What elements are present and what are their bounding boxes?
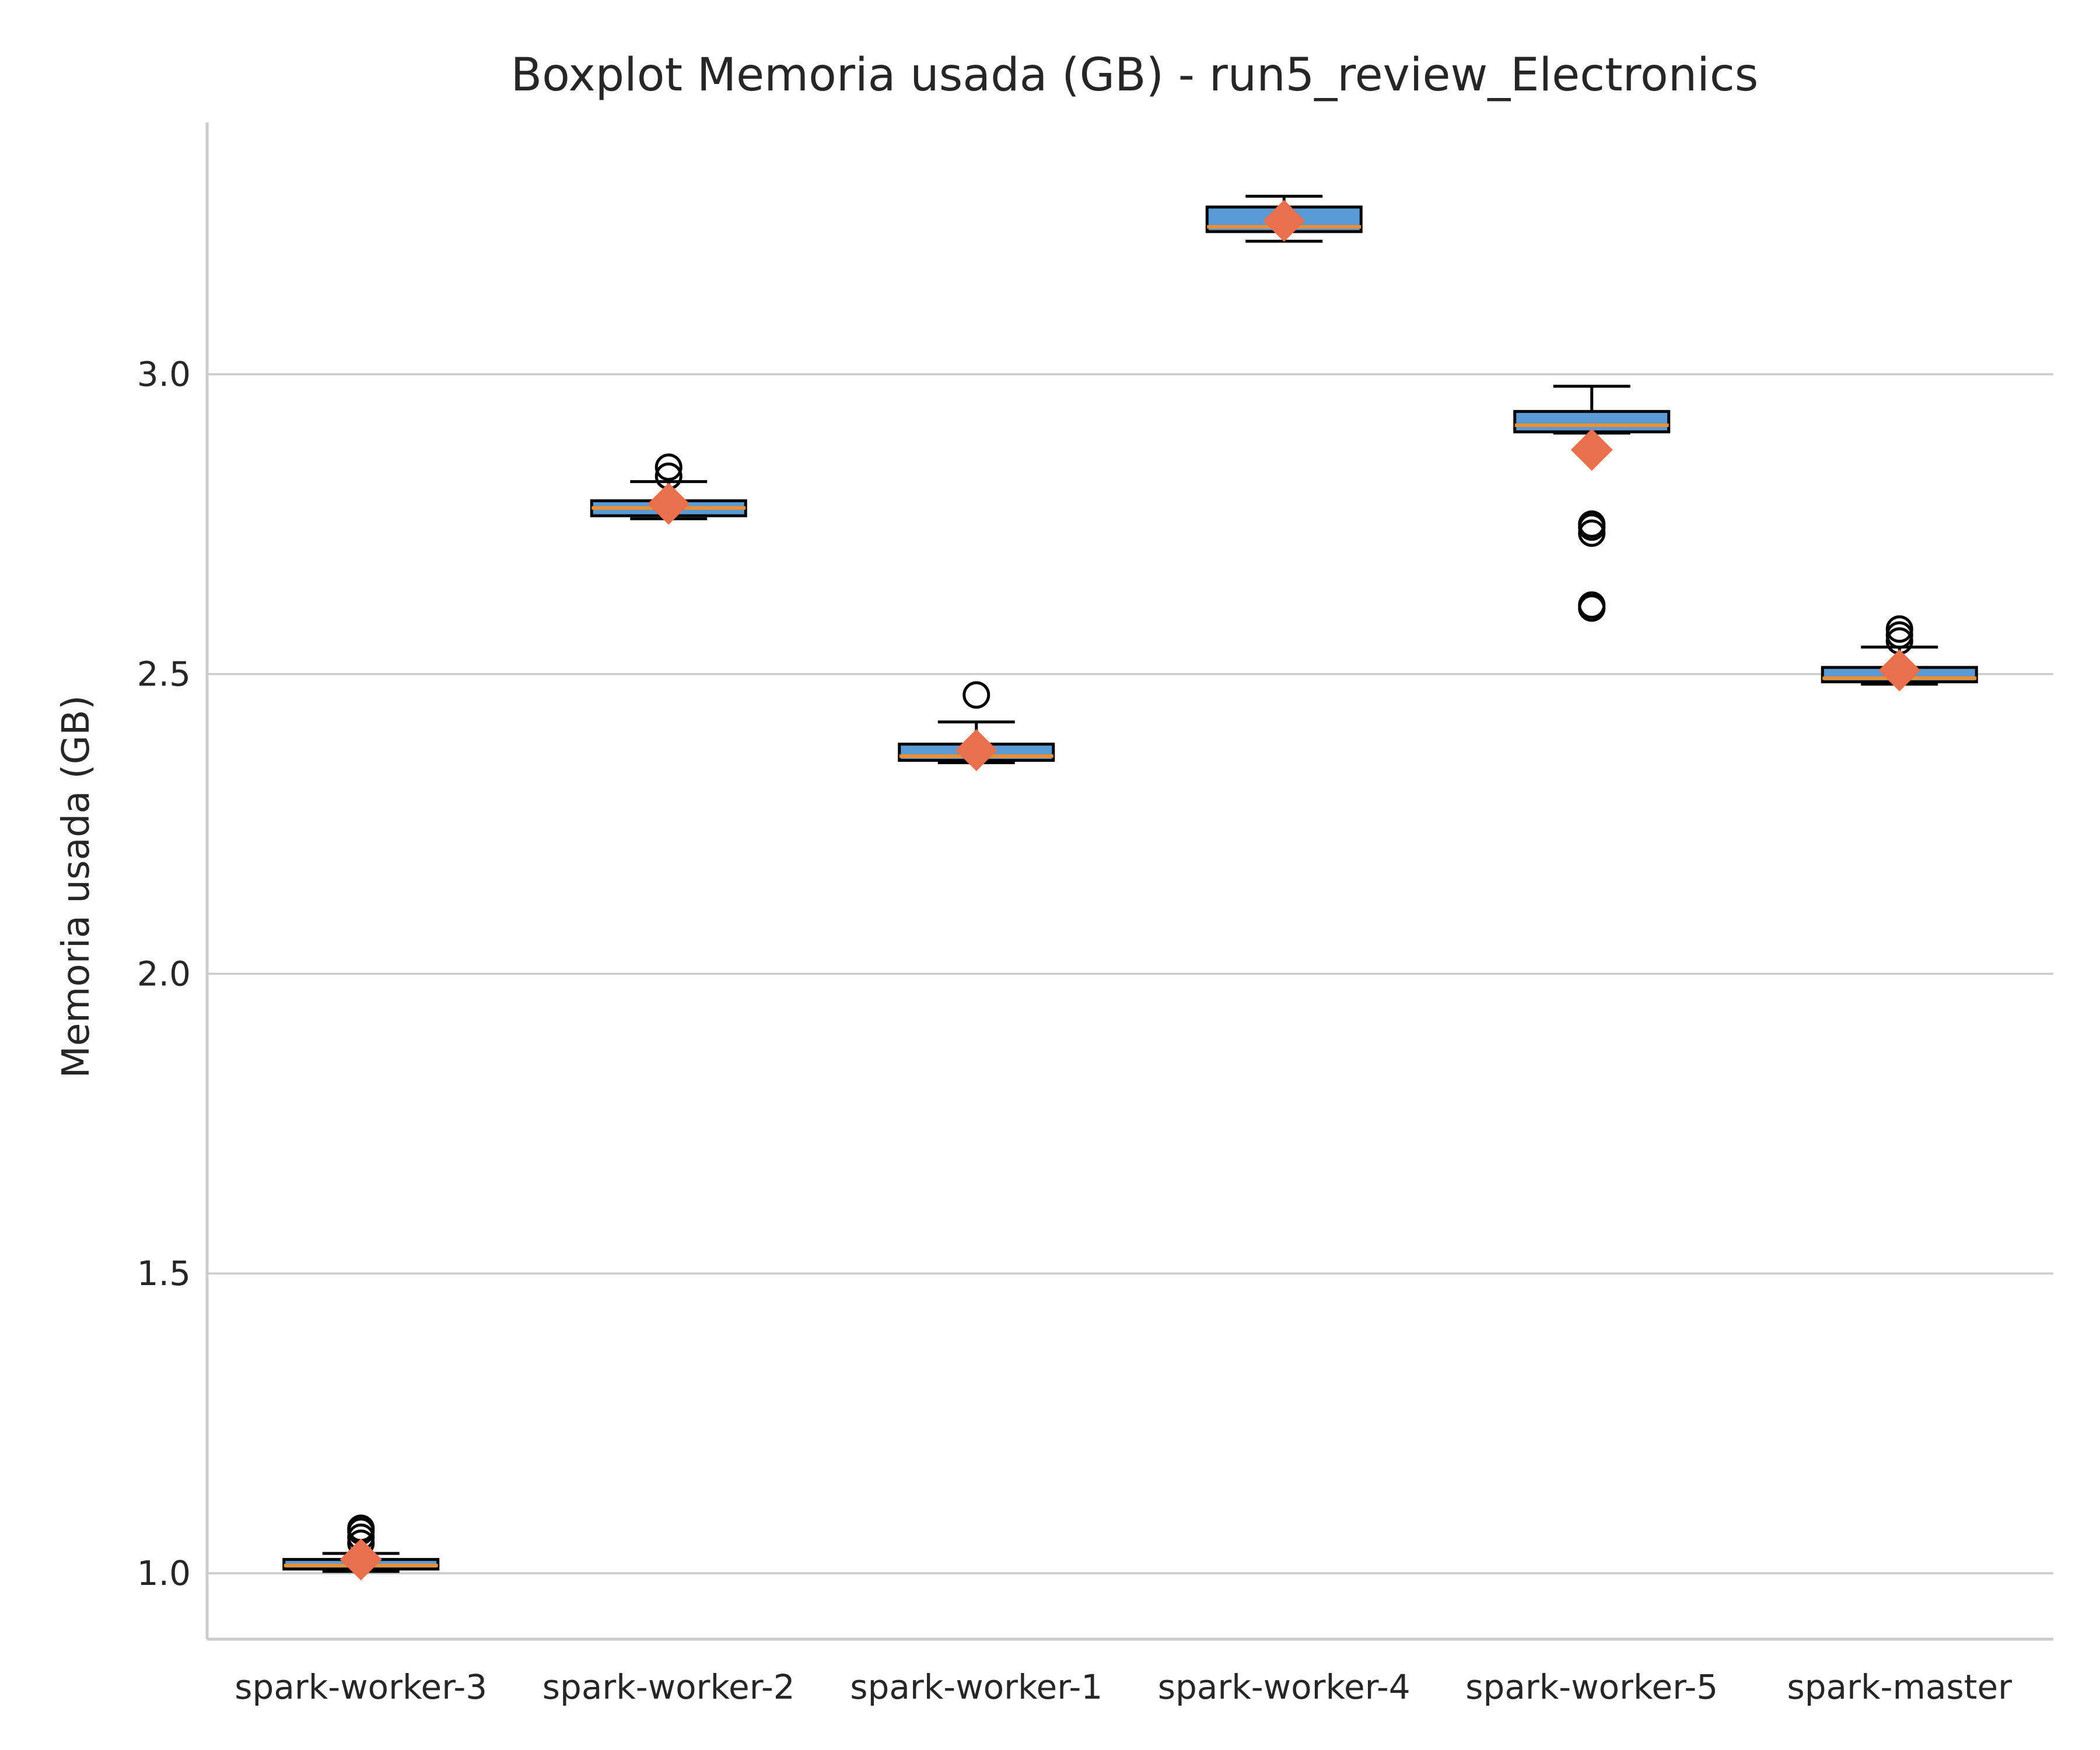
box-spark-worker-1 — [898, 681, 1055, 771]
outlier-point — [1578, 591, 1606, 619]
x-tick-label: spark-worker-5 — [1465, 1667, 1718, 1707]
x-tick-label: spark-worker-3 — [235, 1667, 487, 1707]
x-tick-label: spark-worker-1 — [850, 1667, 1102, 1707]
y-tick-label: 3.0 — [137, 355, 191, 394]
outlier-point — [1885, 621, 1913, 649]
y-tick-label: 2.5 — [137, 654, 191, 694]
outlier-point — [1578, 510, 1606, 538]
box-spark-worker-5 — [1513, 384, 1671, 622]
box-spark-worker-2 — [590, 453, 747, 525]
mean-marker — [648, 482, 690, 525]
chart-title: Boxplot Memoria usada (GB) - run5_review… — [511, 49, 1759, 102]
mean-marker — [955, 729, 998, 771]
box-spark-master — [1821, 615, 1978, 692]
box-spark-worker-3 — [282, 1514, 440, 1581]
x-tick-label: spark-worker-4 — [1158, 1667, 1410, 1707]
grid-lines — [207, 373, 2053, 1574]
mean-marker — [1570, 429, 1613, 471]
boxes — [282, 194, 1978, 1581]
y-tick-label: 2.0 — [137, 954, 191, 993]
x-tick-label: spark-worker-2 — [542, 1667, 795, 1707]
y-tick-label: 1.0 — [137, 1553, 191, 1593]
y-tick-label: 1.5 — [137, 1254, 191, 1293]
iqr-box — [1513, 410, 1671, 433]
y-tick-labels: 1.0 1.5 2.0 2.5 3.0 — [137, 355, 191, 1593]
axis-spines — [205, 123, 2053, 1641]
outlier-point — [963, 681, 991, 709]
mean-marker — [1878, 649, 1921, 692]
outlier-point — [654, 453, 682, 481]
mean-marker — [340, 1538, 382, 1581]
x-tick-label: spark-master — [1787, 1667, 2013, 1707]
outlier-point — [1885, 615, 1913, 643]
x-tick-labels: spark-worker-3 spark-worker-2 spark-worker… — [235, 1667, 2012, 1707]
box-spark-worker-4 — [1205, 194, 1363, 243]
y-axis-label: Memoria usada (GB) — [55, 695, 98, 1079]
mean-marker — [1263, 200, 1306, 242]
